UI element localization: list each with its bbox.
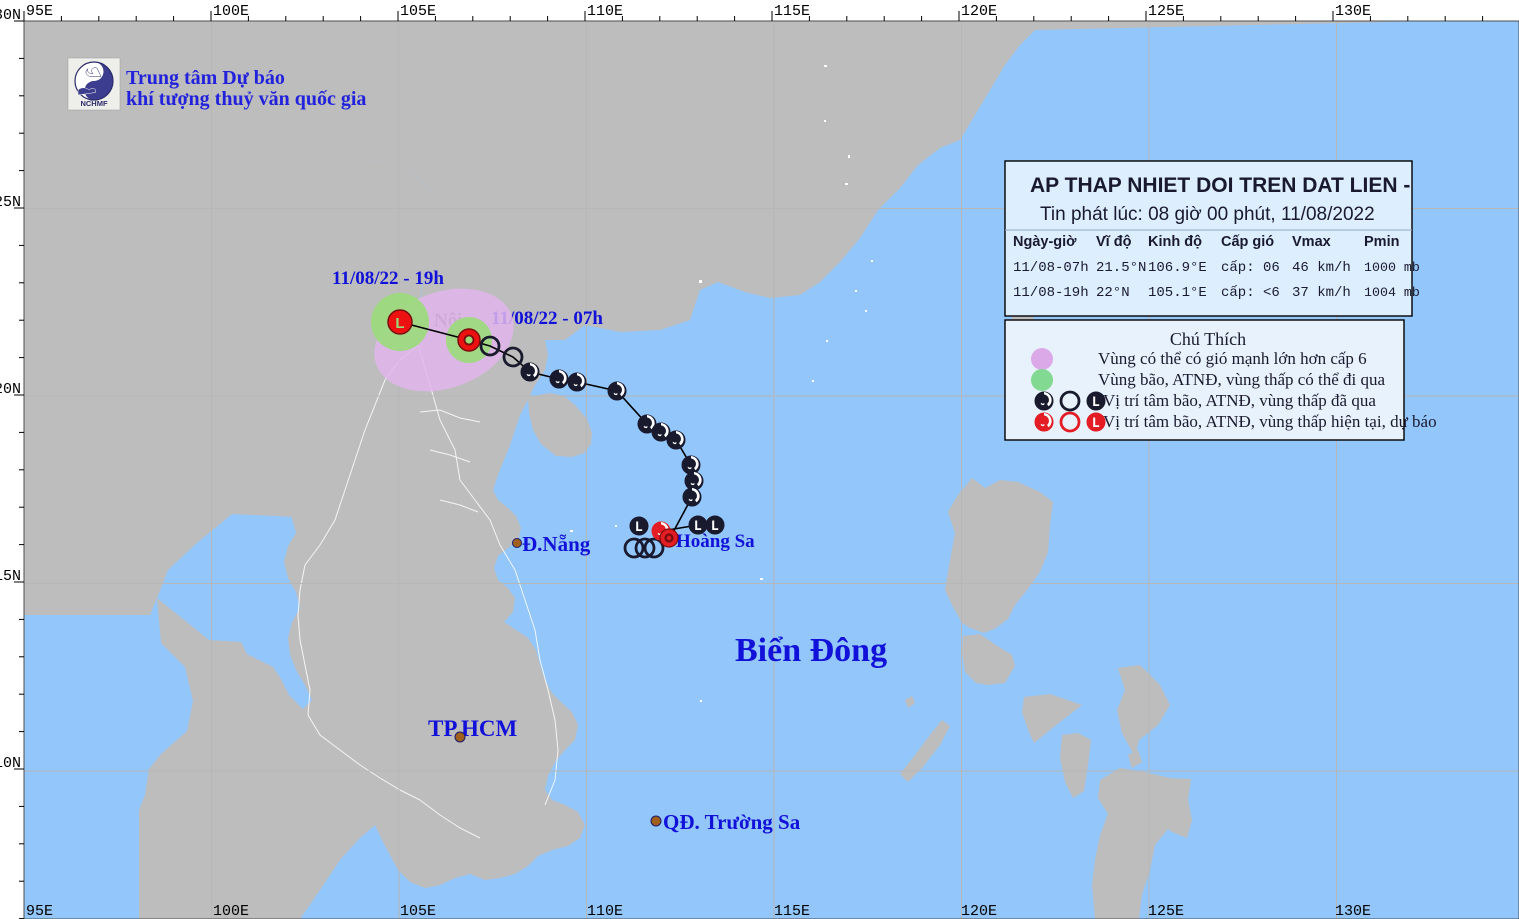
svg-text:105.1°E: 105.1°E bbox=[1148, 285, 1207, 301]
svg-text:105E: 105E bbox=[400, 3, 436, 20]
svg-text:15N: 15N bbox=[0, 568, 21, 585]
svg-text:22°N: 22°N bbox=[1096, 285, 1130, 301]
svg-text:21.5°N: 21.5°N bbox=[1096, 260, 1146, 276]
svg-text:Chú Thích: Chú Thích bbox=[1170, 329, 1246, 349]
svg-text:115E: 115E bbox=[774, 903, 810, 919]
svg-text:125E: 125E bbox=[1148, 3, 1184, 20]
svg-text:115E: 115E bbox=[774, 3, 810, 20]
svg-text:110E: 110E bbox=[587, 903, 623, 919]
svg-text:37 km/h: 37 km/h bbox=[1292, 285, 1351, 301]
svg-text:95E: 95E bbox=[26, 903, 53, 919]
svg-text:130E: 130E bbox=[1335, 903, 1371, 919]
svg-text:30N: 30N bbox=[0, 7, 21, 24]
svg-text:120E: 120E bbox=[961, 903, 997, 919]
svg-text:10N: 10N bbox=[0, 755, 21, 772]
svg-text:20N: 20N bbox=[0, 381, 21, 398]
svg-text:Cấp gió: Cấp gió bbox=[1221, 234, 1274, 250]
svg-text:AP THAP NHIET DOI TREN DAT LIE: AP THAP NHIET DOI TREN DAT LIEN - bbox=[1030, 174, 1410, 197]
svg-text:cấp: 06: cấp: 06 bbox=[1221, 259, 1280, 276]
svg-text:Vùng có thể có gió mạnh lớn hơ: Vùng có thể có gió mạnh lớn hơn cấp 6 bbox=[1098, 349, 1367, 368]
svg-text:cấp: <6: cấp: <6 bbox=[1221, 284, 1280, 301]
svg-text:Vị trí tâm bão, ATNĐ, vùng thấ: Vị trí tâm bão, ATNĐ, vùng thấp hiện tại… bbox=[1103, 412, 1437, 431]
svg-text:Pmin: Pmin bbox=[1364, 234, 1399, 250]
svg-text:1000 mb: 1000 mb bbox=[1364, 260, 1420, 275]
svg-text:125E: 125E bbox=[1148, 903, 1184, 919]
svg-text:Vị trí tâm bão, ATNĐ, vùng thấ: Vị trí tâm bão, ATNĐ, vùng thấp đã qua bbox=[1103, 391, 1376, 410]
svg-text:khí tượng thuỷ văn quốc gia: khí tượng thuỷ văn quốc gia bbox=[126, 88, 366, 110]
svg-text:Đ.Nẵng: Đ.Nẵng bbox=[522, 532, 591, 556]
svg-text:46 km/h: 46 km/h bbox=[1292, 260, 1351, 276]
svg-text:11/08/22 - 19h: 11/08/22 - 19h bbox=[332, 268, 444, 289]
svg-text:Trung tâm Dự báo: Trung tâm Dự báo bbox=[126, 67, 285, 89]
svg-text:110E: 110E bbox=[587, 3, 623, 20]
svg-text:130E: 130E bbox=[1335, 3, 1371, 20]
svg-text:TP.HCM: TP.HCM bbox=[428, 716, 518, 741]
svg-text:QĐ. Trường Sa: QĐ. Trường Sa bbox=[663, 810, 801, 834]
svg-text:Kinh độ: Kinh độ bbox=[1148, 234, 1202, 250]
svg-text:11/08-07h: 11/08-07h bbox=[1013, 260, 1089, 276]
svg-text:100E: 100E bbox=[213, 903, 249, 919]
svg-text:Vĩ độ: Vĩ độ bbox=[1096, 234, 1132, 250]
svg-text:1004 mb: 1004 mb bbox=[1364, 285, 1420, 300]
svg-text:Ngày-giờ: Ngày-giờ bbox=[1013, 234, 1077, 250]
svg-text:Tin phát lúc: 08 giờ 00 phút,: Tin phát lúc: 08 giờ 00 phút, 11/08/2022 bbox=[1040, 204, 1375, 225]
svg-text:Vmax: Vmax bbox=[1292, 234, 1331, 250]
svg-text:95E: 95E bbox=[26, 3, 53, 20]
svg-text:100E: 100E bbox=[213, 3, 249, 20]
svg-text:120E: 120E bbox=[961, 3, 997, 20]
svg-text:Vùng bão, ATNĐ, vùng thấp có t: Vùng bão, ATNĐ, vùng thấp có thể đi qua bbox=[1098, 370, 1386, 389]
svg-text:106.9°E: 106.9°E bbox=[1148, 260, 1207, 276]
svg-text:11/08-19h: 11/08-19h bbox=[1013, 285, 1089, 301]
svg-text:Biển Đông: Biển Đông bbox=[735, 632, 887, 669]
svg-text:105E: 105E bbox=[400, 903, 436, 919]
svg-text:L: L bbox=[395, 315, 404, 332]
svg-text:NCHMF: NCHMF bbox=[80, 99, 107, 108]
svg-text:25N: 25N bbox=[0, 194, 21, 211]
